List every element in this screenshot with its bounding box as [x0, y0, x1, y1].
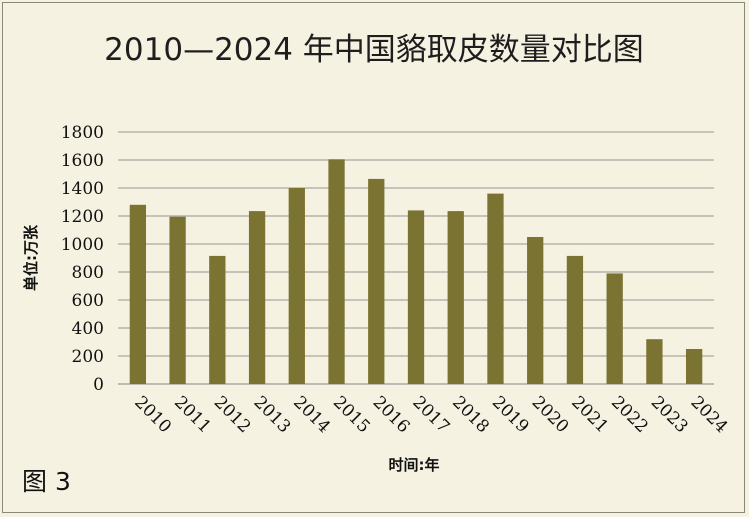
bar — [169, 216, 186, 384]
bar — [606, 273, 623, 384]
x-tick-label: 2016 — [369, 392, 414, 437]
y-tick-label: 1600 — [61, 151, 104, 171]
y-tick-label: 400 — [72, 319, 104, 339]
x-tick-label: 2023 — [647, 392, 692, 437]
x-tick-label: 2024 — [687, 392, 732, 437]
x-axis-label: 时间:年 — [389, 456, 440, 474]
bar — [248, 211, 266, 384]
x-tick-label: 2020 — [528, 392, 573, 437]
bar — [209, 255, 226, 384]
y-tick-label: 600 — [72, 291, 104, 311]
bar — [646, 339, 663, 384]
figure-label: 图 3 — [22, 467, 71, 496]
x-tick-label: 2021 — [567, 392, 612, 437]
y-tick-label: 0 — [93, 375, 104, 395]
y-tick-label: 200 — [72, 347, 104, 367]
bar — [129, 204, 147, 384]
chart-title: 2010—2024 年中国貉取皮数量对比图 — [104, 32, 644, 68]
x-tick-label: 2011 — [170, 392, 215, 437]
bar — [447, 211, 464, 384]
x-tick-labels: 2010201120122013201420152016201720182019… — [130, 392, 731, 437]
x-tick-label: 2015 — [329, 392, 374, 437]
x-tick-label: 2012 — [210, 392, 255, 437]
bar — [288, 188, 305, 384]
x-tick-label: 2014 — [289, 392, 334, 437]
y-tick-label: 1400 — [61, 179, 104, 199]
bar — [685, 349, 703, 384]
x-tick-label: 2010 — [130, 392, 175, 437]
bar — [487, 193, 504, 384]
y-axis-label: 单位:万张 — [22, 224, 40, 291]
bar — [328, 159, 345, 384]
x-tick-label: 2013 — [250, 392, 295, 437]
y-tick-label: 1000 — [61, 235, 104, 255]
bars — [129, 159, 703, 384]
bar — [368, 178, 385, 384]
bar — [527, 237, 544, 384]
y-tick-label: 800 — [72, 263, 104, 283]
bar — [407, 210, 425, 384]
bar — [566, 255, 584, 384]
x-tick-label: 2019 — [488, 392, 533, 437]
y-tick-labels: 0 200 400 600 800 1000 1200 1400 1600 1800 — [61, 123, 104, 395]
x-tick-label: 2017 — [408, 392, 453, 437]
y-tick-label: 1800 — [61, 123, 104, 143]
x-tick-label: 2018 — [448, 392, 493, 437]
y-tick-label: 1200 — [61, 207, 104, 227]
x-tick-label: 2022 — [607, 392, 652, 437]
